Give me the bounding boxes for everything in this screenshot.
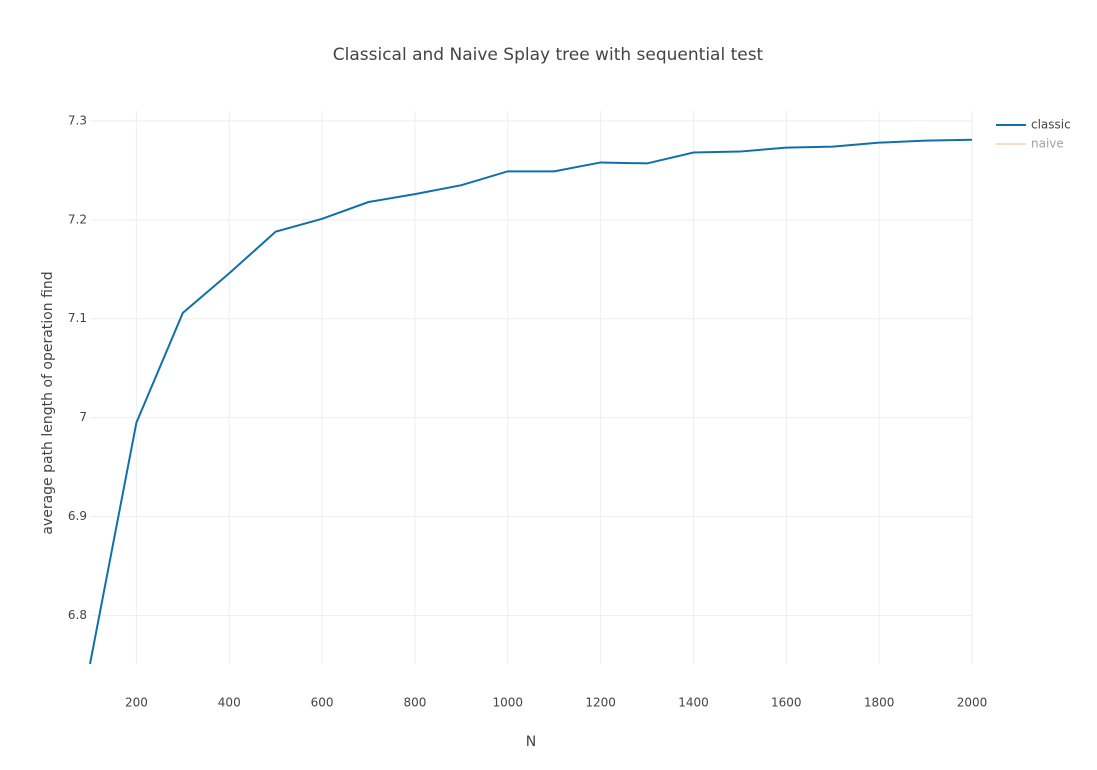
y-tick-label: 7: [79, 410, 87, 424]
y-tick-label: 6.9: [68, 509, 87, 523]
x-tick-label: 1400: [678, 696, 709, 710]
legend-label[interactable]: naive: [1031, 137, 1064, 151]
y-axis-label: average path length of operation find: [40, 271, 56, 534]
x-tick-label: 1600: [771, 696, 802, 710]
data-line: [89, 138, 973, 665]
y-tick-label: 7.1: [68, 311, 87, 325]
x-tick-label: 1000: [493, 696, 524, 710]
x-tick-label: 200: [125, 696, 148, 710]
x-axis-label: N: [526, 734, 536, 750]
y-tick-label: 6.8: [68, 608, 87, 622]
x-tick-label: 400: [218, 696, 241, 710]
y-tick-label: 7.3: [68, 113, 87, 127]
x-tick-label: 800: [403, 696, 426, 710]
x-tick-label: 600: [311, 696, 334, 710]
y-tick-label: 7.2: [68, 212, 87, 226]
x-tick-label: 2000: [957, 696, 988, 710]
legend-label[interactable]: classic: [1031, 118, 1071, 132]
chart-title: Classical and Naive Splay tree with sequ…: [333, 45, 764, 65]
x-tick-label: 1800: [864, 696, 895, 710]
x-tick-label: 1200: [585, 696, 616, 710]
